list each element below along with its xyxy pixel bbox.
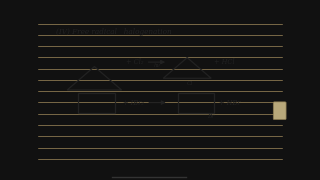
Text: (IV) Free radical   halogenation: (IV) Free radical halogenation [56, 28, 172, 36]
Bar [283, 0, 320, 180]
Bar [178, 93, 214, 113]
Text: + Cl₂: + Cl₂ [126, 58, 144, 66]
Bar [0, 0, 37, 180]
Bar [0, 170, 320, 180]
Bar [0, 0, 320, 12]
Bar [78, 93, 115, 113]
FancyBboxPatch shape [273, 102, 286, 120]
Text: hν: hν [153, 63, 160, 68]
Text: + HBr: + HBr [219, 99, 241, 107]
Text: + HCl: + HCl [214, 58, 235, 66]
Text: Br: Br [207, 114, 214, 119]
Text: + IBr₂: + IBr₂ [123, 99, 144, 107]
Text: Cl: Cl [187, 81, 193, 86]
